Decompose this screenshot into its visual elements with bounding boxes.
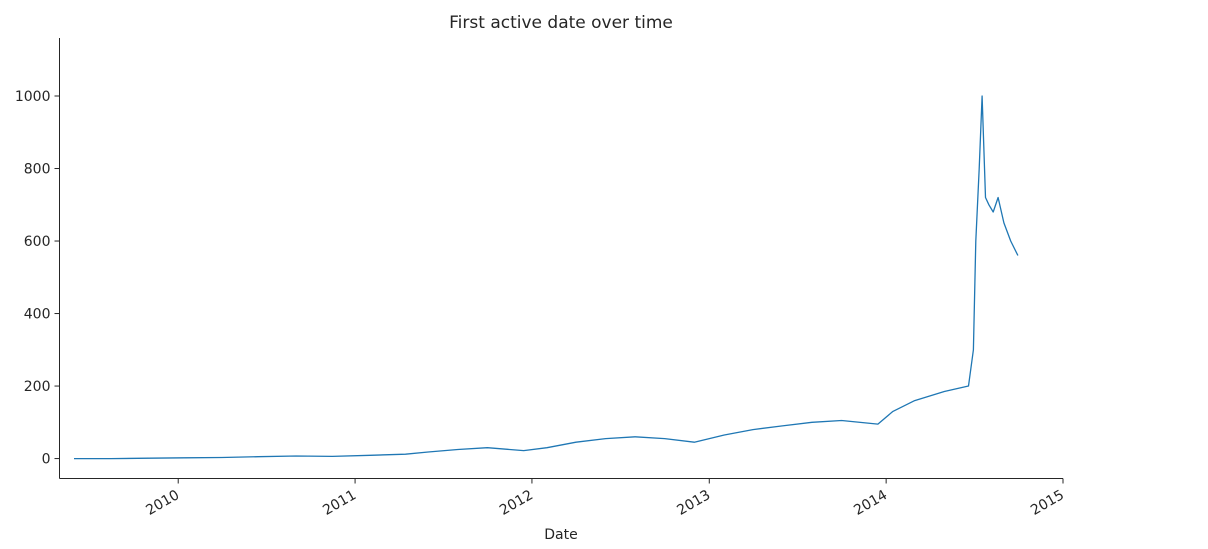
y-tick-label-4: 800 — [24, 162, 51, 178]
x-tick-label-1: 2011 — [320, 487, 359, 519]
y-axis-ticks: 0 200 400 600 800 1000 — [15, 89, 60, 468]
x-tick-label-4: 2014 — [851, 487, 890, 519]
x-axis-label: Date — [544, 527, 577, 543]
x-tick-label-3: 2013 — [674, 487, 713, 519]
series-line — [74, 95, 1019, 460]
y-tick-label-2: 400 — [24, 307, 51, 323]
y-tick-label-1: 200 — [24, 379, 51, 395]
y-tick-label-5: 1000 — [15, 89, 51, 105]
x-tick-label-5: 2015 — [1028, 487, 1067, 519]
chart-title: First active date over time — [449, 13, 673, 33]
x-tick-label-2: 2012 — [497, 487, 536, 519]
y-tick-label-0: 0 — [42, 452, 51, 468]
y-tick-label-3: 600 — [24, 234, 51, 250]
x-axis-ticks: 2010 2011 2012 2013 2014 2015 — [143, 478, 1067, 519]
x-tick-label-0: 2010 — [143, 487, 182, 519]
